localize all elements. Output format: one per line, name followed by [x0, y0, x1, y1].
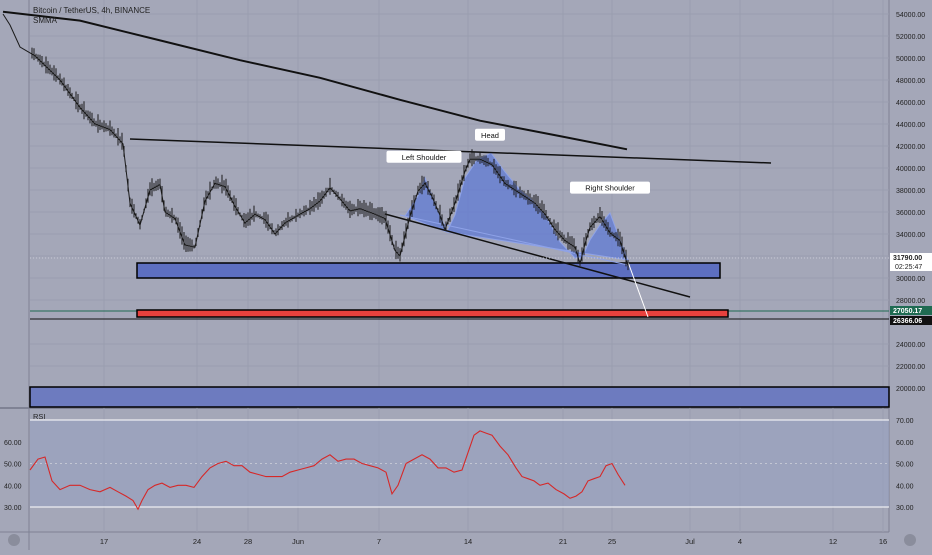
annotation-box[interactable]	[386, 150, 462, 163]
price-tick-label: 24000.00	[896, 342, 925, 349]
rsi-line[interactable]	[29, 430, 626, 511]
support-zone[interactable]	[136, 262, 721, 279]
rsi-tick-label: 50.00	[896, 462, 914, 469]
annotation-box[interactable]	[475, 128, 505, 141]
scroll-left-button[interactable]	[8, 534, 20, 546]
price-axis[interactable]: 54000.00 52000.00 50000.00 48000.00 46000.00…	[896, 12, 925, 393]
countdown-label: 02:25:47	[895, 264, 922, 271]
projection-line[interactable]	[627, 261, 649, 318]
chart-header: Bitcoin / TetherUS, 4h, BINANCE SMMA	[33, 6, 150, 26]
time-tick-label: 7	[377, 537, 381, 546]
price-tick-label: 54000.00	[896, 12, 925, 19]
time-tick-label: 12	[829, 537, 837, 546]
time-tick-label: 17	[100, 537, 108, 546]
price-tick-label: 38000.00	[896, 188, 925, 195]
support-trendline[interactable]	[384, 213, 691, 298]
price-axis-bg[interactable]	[889, 0, 932, 550]
rsi-title[interactable]: RSI	[33, 412, 46, 421]
price-tick-label: 46000.00	[896, 100, 925, 107]
price-level-labels[interactable]: 31790.00 02:25:47 27050.17 26366.06	[890, 253, 932, 325]
level-label[interactable]: 26366.06	[893, 318, 922, 325]
price-tick-label: 44000.00	[896, 122, 925, 129]
price-tick-label: 36000.00	[896, 210, 925, 217]
time-tick-label: 28	[244, 537, 252, 546]
price-tick-label: 30000.00	[896, 276, 925, 283]
target-zone[interactable]	[136, 309, 729, 318]
rsi-left-tick-label: 60.00	[4, 440, 22, 447]
annotation-label[interactable]: Left Shoulder	[402, 153, 447, 162]
pattern-neckline[interactable]	[399, 214, 629, 266]
rsi-left-tick-label: 40.00	[4, 483, 22, 490]
price-tick-label: 50000.00	[896, 56, 925, 63]
pattern-annotations[interactable]: Head Left Shoulder Right Shoulder	[386, 128, 651, 194]
annotation-label[interactable]: Right Shoulder	[585, 184, 635, 193]
time-tick-label: 21	[559, 537, 567, 546]
price-tick-label: 52000.00	[896, 34, 925, 41]
time-tick-label: 14	[464, 537, 472, 546]
smma-line[interactable]	[2, 10, 628, 151]
time-tick-label: 4	[738, 537, 742, 546]
level-label[interactable]: 27050.17	[893, 308, 922, 315]
lower-zone[interactable]	[29, 386, 890, 408]
level-label-bg[interactable]	[890, 316, 932, 325]
rsi-indicator[interactable]: 70.00 60.00 50.00 40.00 30.00 60.00 50.00 40.00…	[4, 412, 914, 512]
time-tick-label: Jun	[292, 537, 304, 546]
time-tick-label: 25	[608, 537, 616, 546]
price-tick-label: 34000.00	[896, 232, 925, 239]
indicator-legend[interactable]: SMMA	[33, 16, 57, 25]
rsi-tick-label: 30.00	[896, 505, 914, 512]
time-tick-label: Jul	[685, 537, 695, 546]
price-tick-label: 40000.00	[896, 166, 925, 173]
annotation-box[interactable]	[570, 181, 650, 194]
symbol-title[interactable]: Bitcoin / TetherUS, 4h, BINANCE	[33, 6, 151, 15]
rsi-left-tick-label: 30.00	[4, 505, 22, 512]
level-label-bg[interactable]	[890, 306, 932, 315]
reset-scale-button[interactable]	[904, 534, 916, 546]
price-tick-label: 20000.00	[896, 386, 925, 393]
rsi-tick-label: 70.00	[896, 418, 914, 425]
price-tick-label: 48000.00	[896, 78, 925, 85]
price-series[interactable]	[2, 13, 629, 267]
price-tick-label: 28000.00	[896, 298, 925, 305]
time-tick-label: 24	[193, 537, 201, 546]
main-pane[interactable]	[0, 0, 889, 406]
annotation-label[interactable]: Head	[481, 131, 499, 140]
smma-series[interactable]	[2, 10, 628, 151]
time-axis[interactable]: 17 24 28 Jun 7 14 21 25 Jul 4 12 16	[100, 537, 887, 546]
rsi-left-tick-label: 50.00	[4, 462, 22, 469]
price-tick-label: 42000.00	[896, 144, 925, 151]
level-label-bg[interactable]	[890, 253, 932, 271]
price-line[interactable]	[2, 13, 629, 267]
price-tick-label: 22000.00	[896, 364, 925, 371]
level-label[interactable]: 31790.00	[893, 255, 922, 262]
time-tick-label: 16	[879, 537, 887, 546]
rsi-tick-label: 40.00	[896, 483, 914, 490]
rsi-tick-label: 60.00	[896, 440, 914, 447]
